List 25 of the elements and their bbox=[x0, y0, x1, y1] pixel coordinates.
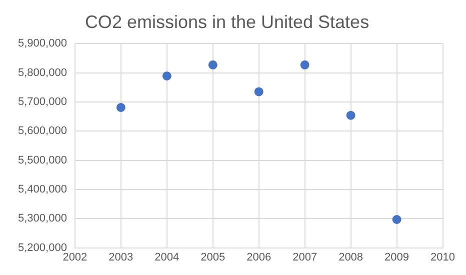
y-tick-label: 5,800,000 bbox=[18, 66, 67, 79]
y-tick-label: 5,200,000 bbox=[18, 242, 67, 254]
x-tick-label: 2009 bbox=[384, 251, 410, 264]
point bbox=[254, 87, 264, 96]
point bbox=[300, 60, 310, 70]
x-tick-label: 2004 bbox=[154, 251, 180, 264]
point bbox=[392, 215, 402, 224]
y-tick-label: 5,400,000 bbox=[18, 183, 67, 196]
y-tick-label: 5,600,000 bbox=[18, 125, 67, 138]
x-tick-label: 2005 bbox=[200, 251, 226, 264]
x-tick-label: 2003 bbox=[108, 251, 134, 264]
y-tick-label: 5,300,000 bbox=[18, 212, 67, 225]
y-tick-label: 5,700,000 bbox=[18, 96, 67, 108]
y-tick-label: 5,900,000 bbox=[18, 38, 67, 50]
point bbox=[208, 60, 218, 70]
point bbox=[116, 102, 126, 112]
point bbox=[162, 71, 172, 80]
chart-title: CO2 emissions in the United States bbox=[84, 12, 370, 32]
x-tick-label: 2006 bbox=[246, 251, 272, 264]
x-tick-label: 2010 bbox=[430, 251, 456, 264]
point bbox=[346, 110, 356, 120]
x-tick-label: 2008 bbox=[338, 251, 364, 264]
x-tick-label: 2007 bbox=[292, 251, 318, 264]
y-tick-label: 5,500,000 bbox=[18, 154, 67, 166]
x-tick-label: 2002 bbox=[62, 251, 88, 264]
